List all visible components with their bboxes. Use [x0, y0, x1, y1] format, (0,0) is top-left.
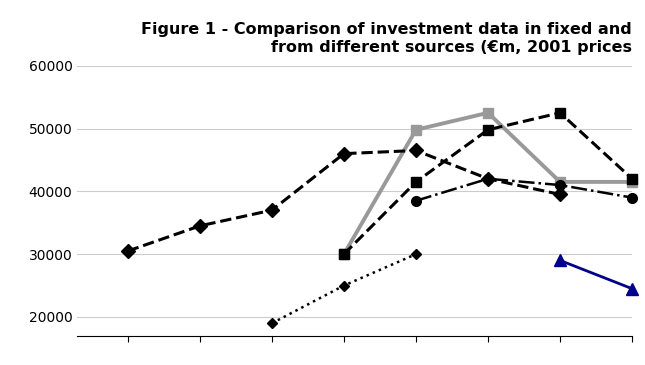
- Text: Figure 1 - Comparison of investment data in fixed and
from different sources (€m: Figure 1 - Comparison of investment data…: [141, 22, 632, 55]
